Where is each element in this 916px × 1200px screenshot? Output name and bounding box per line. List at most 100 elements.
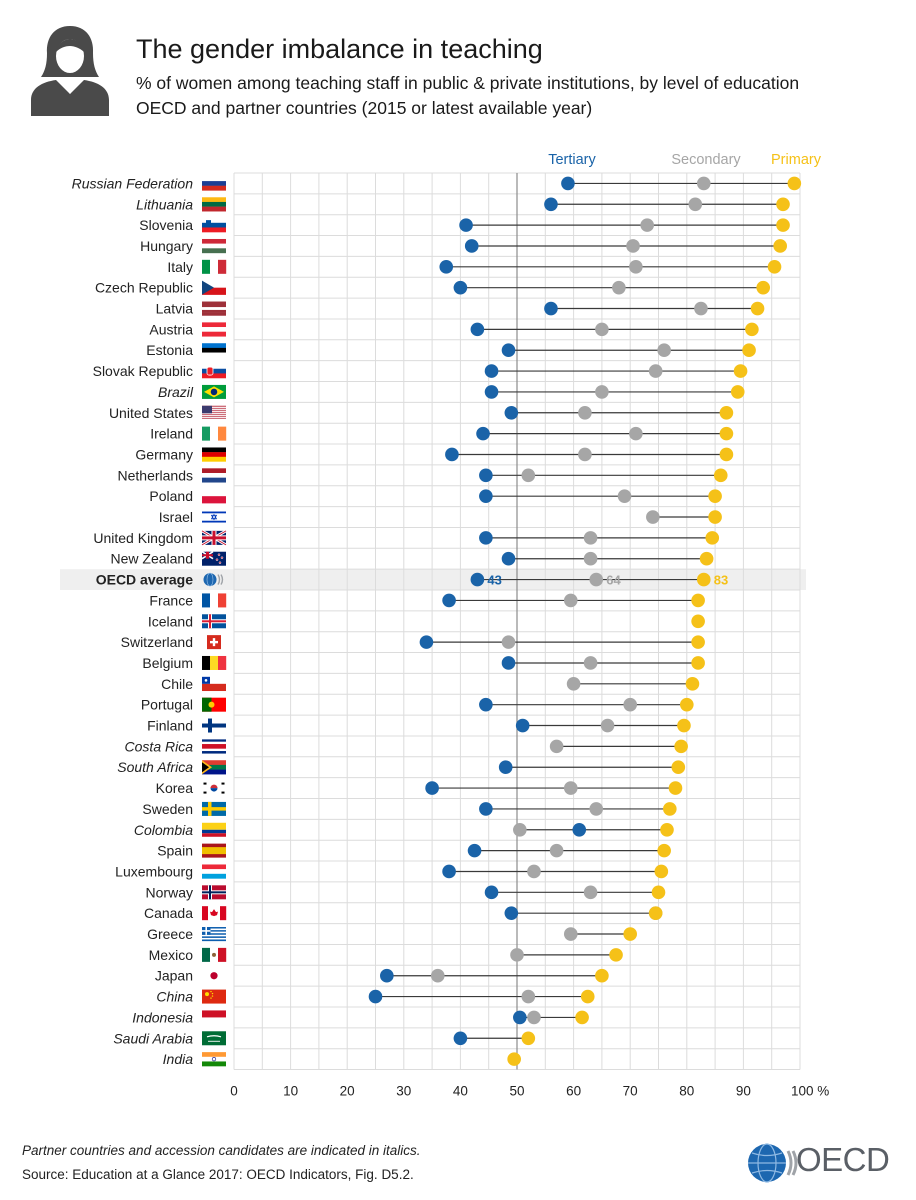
tertiary-dot xyxy=(484,885,499,900)
secondary-dot xyxy=(583,885,598,900)
primary-dot xyxy=(767,260,782,274)
secondary-dot xyxy=(595,322,609,337)
tertiary-dot xyxy=(380,968,394,983)
country-label: Mexico xyxy=(149,947,194,963)
secondary-dot xyxy=(527,1010,541,1025)
country-label: Slovak Republic xyxy=(93,363,193,379)
new-zealand-flag-icon xyxy=(201,551,226,566)
primary-dot xyxy=(691,635,705,649)
average-value-label-primary: 83 xyxy=(714,573,728,588)
tertiary-dot xyxy=(419,635,434,649)
tertiary-dot xyxy=(501,656,516,670)
primary-dot xyxy=(651,885,666,900)
secondary-dot xyxy=(563,781,578,795)
primary-dot xyxy=(730,385,745,399)
x-tick-label: 90 xyxy=(736,1084,751,1099)
tertiary-dot xyxy=(470,322,485,337)
country-label: Colombia xyxy=(134,822,193,838)
tertiary-dot xyxy=(484,364,499,378)
secondary-dot xyxy=(510,948,524,962)
tertiary-dot xyxy=(425,781,439,795)
greece-flag-icon xyxy=(202,927,226,942)
primary-dot xyxy=(708,510,722,524)
latvia-flag-icon xyxy=(202,301,226,316)
primary-dot xyxy=(595,968,609,983)
secondary-dot xyxy=(563,593,578,608)
tertiary-dot xyxy=(442,593,456,608)
slovakia-flag-icon xyxy=(202,364,226,379)
primary-dot xyxy=(668,781,683,795)
oecd-globe-icon xyxy=(203,572,224,587)
primary-dot xyxy=(691,656,705,670)
brazil-flag-icon xyxy=(202,384,226,399)
portugal-flag-icon xyxy=(202,697,226,712)
colombia-flag-icon xyxy=(202,822,226,837)
russia-flag-icon xyxy=(202,176,226,191)
primary-dot xyxy=(691,593,705,608)
hungary-flag-icon xyxy=(202,238,226,254)
poland-flag-icon xyxy=(202,489,226,504)
tertiary-dot xyxy=(561,176,575,191)
country-label: Hungary xyxy=(140,238,193,254)
chile-flag-icon xyxy=(202,676,226,692)
country-label: Israel xyxy=(159,509,193,525)
country-label: Costa Rica xyxy=(125,738,194,754)
country-label: Poland xyxy=(149,488,193,504)
country-label: Belgium xyxy=(142,655,193,671)
secondary-dot xyxy=(501,635,516,649)
primary-dot xyxy=(677,718,691,733)
x-tick-label: 70 xyxy=(623,1084,638,1099)
iceland-flag-icon xyxy=(202,614,226,629)
primary-dot xyxy=(719,447,734,462)
secondary-dot xyxy=(629,426,643,441)
secondary-dot xyxy=(578,405,592,420)
x-tick-label: 100 % xyxy=(791,1084,829,1099)
secondary-dot xyxy=(648,364,663,378)
primary-dot xyxy=(663,802,677,816)
tertiary-dot xyxy=(479,489,493,503)
country-label: Norway xyxy=(146,884,193,900)
lithuania-flag-icon xyxy=(202,197,226,212)
secondary-dot xyxy=(589,802,604,816)
secondary-dot xyxy=(595,385,609,399)
country-label: Sweden xyxy=(142,801,193,817)
country-label: Switzerland xyxy=(121,634,193,650)
country-label: Korea xyxy=(156,780,194,796)
average-value-label-tertiary: 43 xyxy=(487,573,501,588)
primary-dot xyxy=(705,531,720,545)
x-tick-label: 80 xyxy=(679,1084,694,1099)
legend-secondary: Secondary xyxy=(671,152,741,168)
primary-dot xyxy=(660,822,674,837)
india-flag-icon xyxy=(202,1052,226,1067)
primary-dot xyxy=(680,697,694,712)
primary-dot xyxy=(719,405,734,420)
primary-dot xyxy=(742,343,756,358)
tertiary-dot xyxy=(498,760,513,775)
primary-dot xyxy=(575,1010,589,1025)
slovenia-flag-icon xyxy=(202,218,226,233)
primary-dot xyxy=(776,218,790,232)
tertiary-dot xyxy=(504,906,519,920)
south-africa-flag-icon xyxy=(202,760,226,775)
primary-dot xyxy=(507,1052,521,1066)
primary-dot xyxy=(691,614,705,629)
estonia-flag-icon xyxy=(202,343,226,358)
luxembourg-flag-icon xyxy=(202,864,226,879)
primary-dot xyxy=(719,426,734,441)
primary-dot xyxy=(609,948,623,962)
country-label: Saudi Arabia xyxy=(113,1030,193,1046)
country-label: India xyxy=(163,1051,194,1067)
tertiary-dot xyxy=(484,385,499,399)
page-subtitle: % of women among teaching staff in publi… xyxy=(136,73,800,93)
tertiary-dot xyxy=(453,1031,468,1046)
country-label: Lithuania xyxy=(136,196,193,212)
country-label: Spain xyxy=(157,843,193,859)
x-tick-label: 30 xyxy=(396,1084,411,1099)
tertiary-dot xyxy=(544,301,558,316)
primary-dot xyxy=(699,551,714,566)
tertiary-dot xyxy=(464,239,479,253)
x-tick-label: 40 xyxy=(453,1084,468,1099)
footnote: Partner countries and accession candidat… xyxy=(22,1143,421,1158)
tertiary-dot xyxy=(459,218,473,232)
